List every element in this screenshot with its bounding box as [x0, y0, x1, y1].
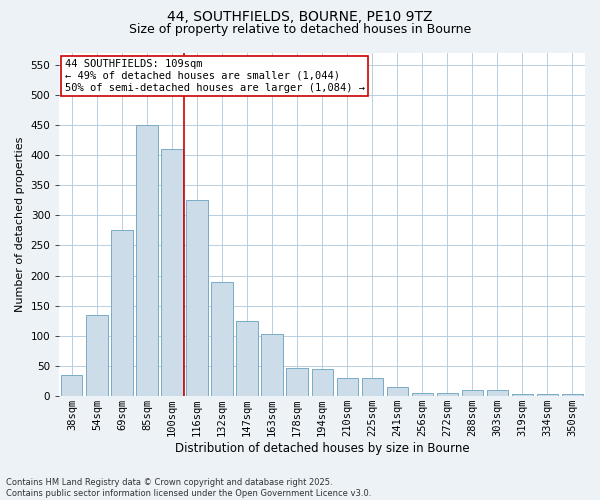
Bar — [236, 321, 258, 396]
Bar — [211, 282, 233, 396]
Bar — [562, 394, 583, 396]
Bar — [61, 375, 82, 396]
Bar — [86, 315, 107, 396]
Bar — [512, 394, 533, 396]
Bar — [462, 390, 483, 396]
Bar — [537, 394, 558, 396]
Y-axis label: Number of detached properties: Number of detached properties — [15, 136, 25, 312]
Text: Contains HM Land Registry data © Crown copyright and database right 2025.
Contai: Contains HM Land Registry data © Crown c… — [6, 478, 371, 498]
Text: 44 SOUTHFIELDS: 109sqm
← 49% of detached houses are smaller (1,044)
50% of semi-: 44 SOUTHFIELDS: 109sqm ← 49% of detached… — [65, 60, 365, 92]
Bar — [262, 334, 283, 396]
Bar — [311, 369, 333, 396]
Bar — [187, 200, 208, 396]
Bar — [412, 392, 433, 396]
Text: Size of property relative to detached houses in Bourne: Size of property relative to detached ho… — [129, 22, 471, 36]
Text: 44, SOUTHFIELDS, BOURNE, PE10 9TZ: 44, SOUTHFIELDS, BOURNE, PE10 9TZ — [167, 10, 433, 24]
X-axis label: Distribution of detached houses by size in Bourne: Distribution of detached houses by size … — [175, 442, 469, 455]
Bar — [161, 149, 182, 396]
Bar — [437, 393, 458, 396]
Bar — [386, 387, 408, 396]
Bar — [111, 230, 133, 396]
Bar — [136, 125, 158, 396]
Bar — [286, 368, 308, 396]
Bar — [487, 390, 508, 396]
Bar — [337, 378, 358, 396]
Bar — [362, 378, 383, 396]
